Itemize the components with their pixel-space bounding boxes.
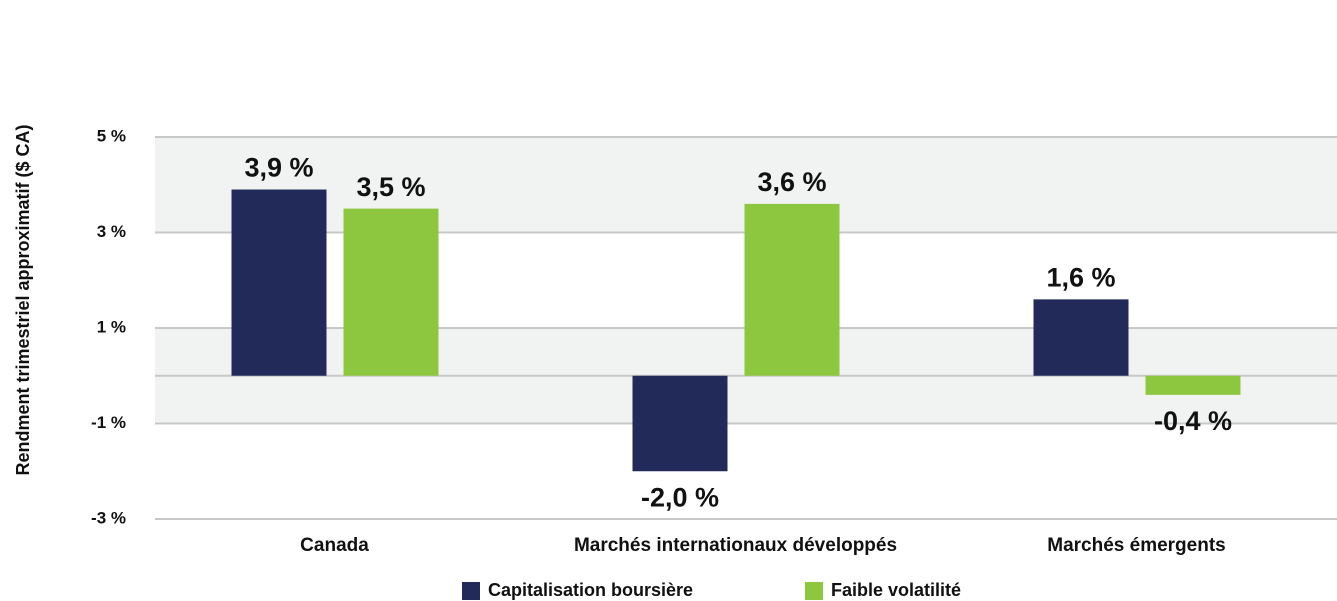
legend-label: Faible volatilité <box>831 580 961 600</box>
y-tick-label: 3 % <box>97 222 126 241</box>
bar <box>343 208 439 376</box>
x-tick-label: Canada <box>300 535 369 556</box>
y-tick-label: -1 % <box>91 413 126 432</box>
value-label: 3,5 % <box>356 172 425 202</box>
y-axis-label: Rendment trimestriel approximatif ($ CA) <box>13 124 33 475</box>
bar <box>744 203 840 376</box>
value-label: -0,4 % <box>1154 406 1232 436</box>
y-tick-label: -3 % <box>91 508 126 527</box>
legend-label: Capitalisation boursière <box>488 580 693 600</box>
bar <box>1033 299 1129 376</box>
legend-swatch <box>462 582 480 600</box>
bar <box>231 189 327 376</box>
value-label: 3,9 % <box>244 153 313 183</box>
x-tick-label: Marchés internationaux développés <box>574 535 897 556</box>
value-label: 3,6 % <box>757 167 826 197</box>
value-label: 1,6 % <box>1046 262 1115 292</box>
bar <box>1145 375 1241 395</box>
legend-swatch <box>805 582 823 600</box>
bar <box>632 375 728 472</box>
y-tick-label: 5 % <box>97 126 126 145</box>
x-tick-label: Marchés émergents <box>1047 535 1225 556</box>
value-label: -2,0 % <box>641 482 719 512</box>
y-tick-label: 1 % <box>97 317 126 336</box>
